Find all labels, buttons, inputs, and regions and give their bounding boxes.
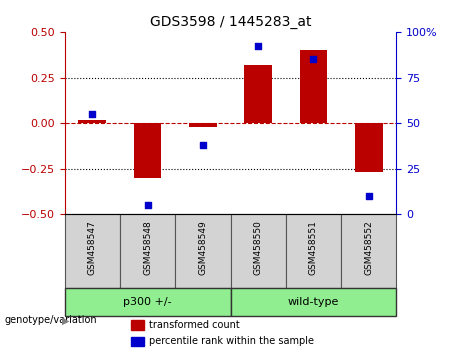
Bar [230,215,286,287]
Text: GSM458549: GSM458549 [198,220,207,275]
Bar [230,287,396,316]
Text: genotype/variation: genotype/variation [5,315,97,325]
Text: GSM458550: GSM458550 [254,220,263,275]
Point [199,142,207,148]
Text: transformed count: transformed count [149,320,240,330]
Bar [355,123,383,172]
Bar [189,123,217,127]
Text: wild-type: wild-type [288,297,339,307]
Text: percentile rank within the sample: percentile rank within the sample [149,337,314,347]
Point [144,202,151,208]
Bar [175,215,230,287]
Point [310,56,317,62]
Text: ▶: ▶ [62,315,70,325]
Bar [131,337,144,346]
Bar [131,320,144,330]
Point [254,44,262,49]
Bar [134,123,161,178]
Bar [65,287,230,316]
Bar [65,215,120,287]
Point [89,111,96,117]
Text: GSM458551: GSM458551 [309,220,318,275]
Bar [341,215,396,287]
Bar [120,215,175,287]
Bar [300,50,327,123]
Bar [78,120,106,123]
Bar [286,215,341,287]
Title: GDS3598 / 1445283_at: GDS3598 / 1445283_at [150,16,311,29]
Text: GSM458552: GSM458552 [364,220,373,275]
Text: GSM458548: GSM458548 [143,220,152,275]
Text: p300 +/-: p300 +/- [123,297,172,307]
Point [365,193,372,199]
Text: GSM458547: GSM458547 [88,220,97,275]
Bar [244,65,272,123]
